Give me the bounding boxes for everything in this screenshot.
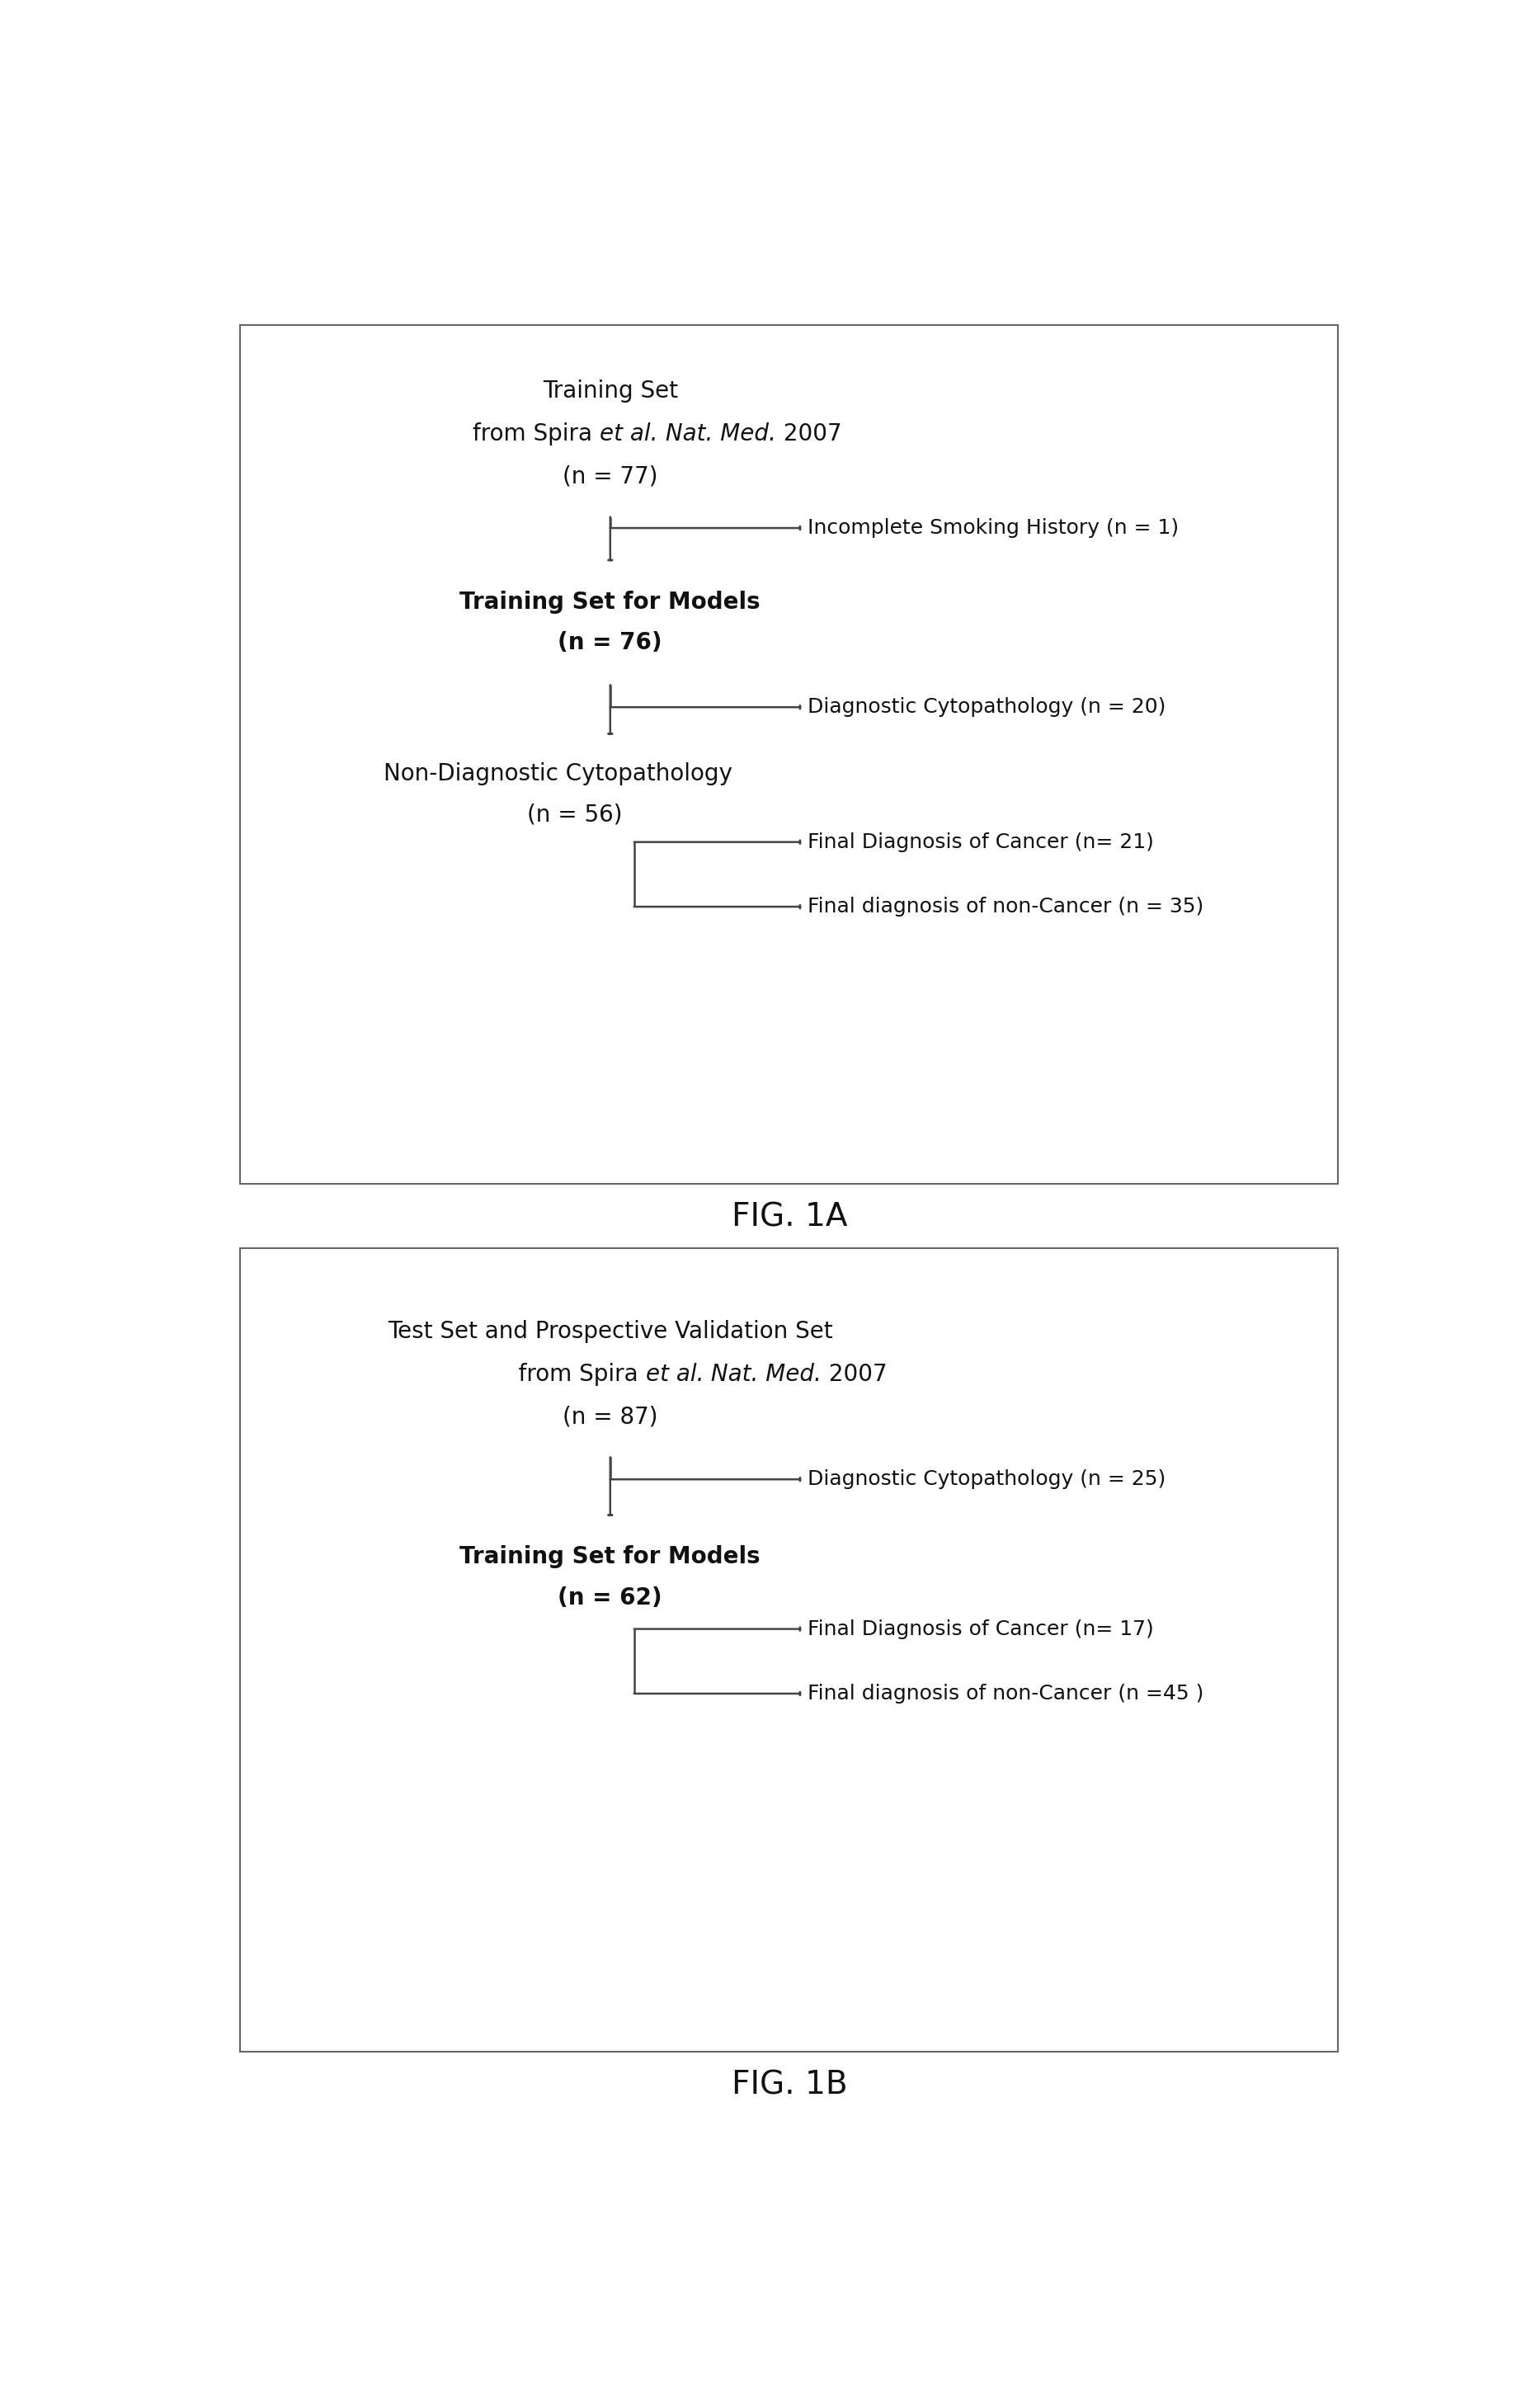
- Text: FIG. 1A: FIG. 1A: [732, 1202, 847, 1233]
- Text: Diagnostic Cytopathology (n = 20): Diagnostic Cytopathology (n = 20): [807, 698, 1166, 717]
- Text: Final diagnosis of non-Cancer (n =45 ): Final diagnosis of non-Cancer (n =45 ): [807, 1684, 1203, 1703]
- Text: Final Diagnosis of Cancer (n= 21): Final Diagnosis of Cancer (n= 21): [807, 832, 1153, 852]
- FancyBboxPatch shape: [240, 324, 1338, 1183]
- Text: (n = 77): (n = 77): [562, 465, 658, 487]
- Text: et al.: et al.: [601, 422, 658, 446]
- Text: (n = 56): (n = 56): [527, 804, 622, 825]
- Text: from Spira: from Spira: [473, 422, 601, 446]
- Text: 2007: 2007: [822, 1363, 887, 1387]
- Text: Nat. Med.: Nat. Med.: [704, 1363, 822, 1387]
- Text: (n = 76): (n = 76): [557, 631, 662, 655]
- Text: Diagnostic Cytopathology (n = 25): Diagnostic Cytopathology (n = 25): [807, 1471, 1166, 1490]
- Text: 2007: 2007: [776, 422, 841, 446]
- Text: Training Set for Models: Training Set for Models: [460, 590, 761, 614]
- Text: (n = 62): (n = 62): [557, 1586, 662, 1610]
- Text: FIG. 1B: FIG. 1B: [732, 2070, 847, 2102]
- Text: Incomplete Smoking History (n = 1): Incomplete Smoking History (n = 1): [807, 518, 1178, 537]
- Text: (n = 87): (n = 87): [562, 1406, 658, 1427]
- Text: Final Diagnosis of Cancer (n= 17): Final Diagnosis of Cancer (n= 17): [807, 1619, 1153, 1639]
- Text: Test Set and Prospective Validation Set: Test Set and Prospective Validation Set: [388, 1319, 833, 1343]
- Text: Training Set for Models: Training Set for Models: [460, 1545, 761, 1569]
- FancyBboxPatch shape: [240, 1247, 1338, 2051]
- Text: Nat. Med.: Nat. Med.: [658, 422, 776, 446]
- Text: Final diagnosis of non-Cancer (n = 35): Final diagnosis of non-Cancer (n = 35): [807, 897, 1203, 916]
- Text: Non-Diagnostic Cytopathology: Non-Diagnostic Cytopathology: [383, 763, 732, 784]
- Text: from Spira: from Spira: [497, 1363, 645, 1387]
- Text: Training Set: Training Set: [542, 379, 678, 403]
- Text: et al.: et al.: [645, 1363, 704, 1387]
